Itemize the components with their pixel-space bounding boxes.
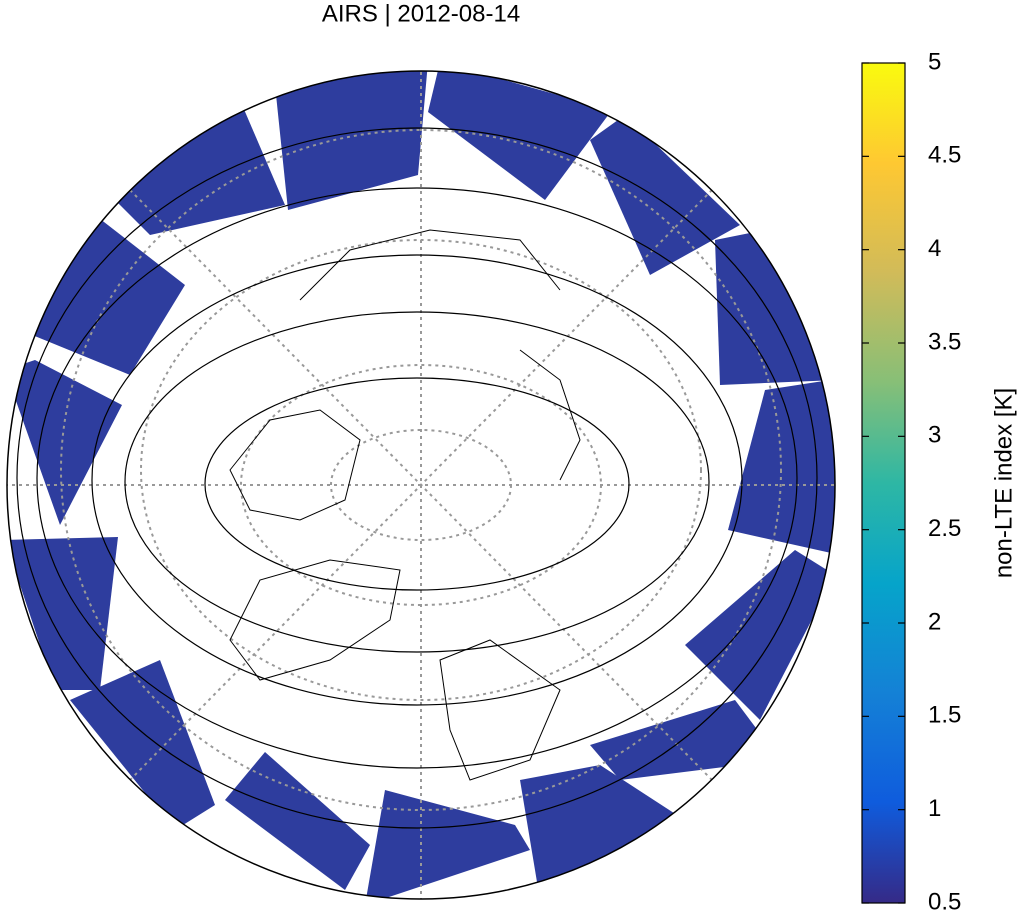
tick-label: 3.5: [928, 328, 961, 355]
tick-label: 2.5: [928, 515, 961, 542]
tick-label: 5: [928, 48, 941, 75]
tick-label: 0.5: [928, 888, 961, 913]
tick-label: 4: [928, 235, 941, 262]
tick-label: 1.5: [928, 702, 961, 729]
colorbar: [861, 62, 906, 904]
colorbar-label: non-LTE index [K]: [990, 388, 1017, 578]
latitude-circles: [16, 127, 818, 829]
colorbar-ticks: 0.5 1 1.5 2 2.5 3 3.5 4 4.5 5: [862, 48, 961, 915]
map-title: AIRS | 2012-08-14: [322, 0, 520, 27]
coastlines: [229, 229, 581, 781]
tick-label: 3: [928, 422, 941, 449]
map: [7, 71, 835, 899]
tick-label: 1: [928, 795, 941, 822]
tick-label: 2: [928, 608, 941, 635]
map-border: [6, 70, 836, 900]
graticule: [7, 71, 835, 899]
tick-label: 4.5: [928, 142, 961, 169]
